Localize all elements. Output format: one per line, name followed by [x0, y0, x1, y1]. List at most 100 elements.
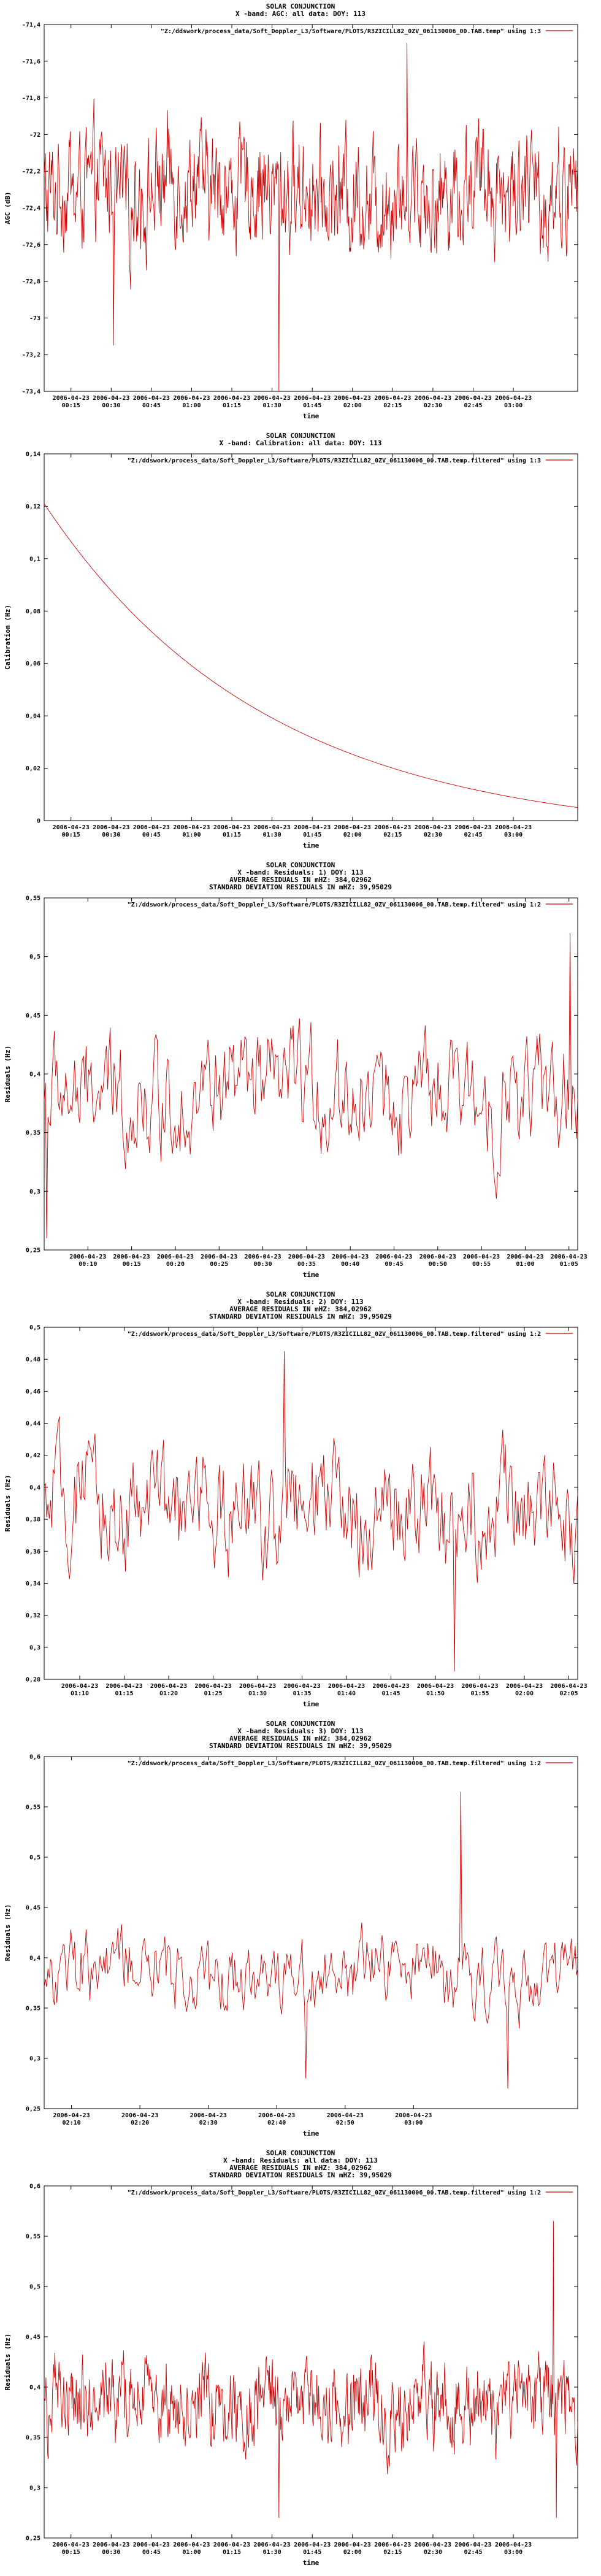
chart-6-title-line-2: X -band: Residuals: all data: DOY: 113: [223, 2156, 378, 2164]
chart-4-xtick-date: 2006-04-23: [194, 1683, 231, 1690]
chart-2-xtick-date: 2006-04-23: [93, 824, 129, 831]
chart-4-ytick-label: 0,32: [26, 1612, 40, 1619]
chart-5-ytick-label: 0,25: [26, 2106, 40, 2113]
chart-6-x-axis-label: time: [303, 2559, 320, 2567]
chart-4-xtick-date: 2006-04-23: [150, 1683, 187, 1690]
chart-2-xtick-time: 01:45: [303, 832, 321, 838]
chart-4-ytick-label: 0,48: [26, 1357, 40, 1363]
chart-2-xtick-date: 2006-04-23: [133, 824, 170, 831]
chart-2-xtick-date: 2006-04-23: [454, 824, 491, 831]
chart-3-title-line-3: AVERAGE RESIDUALS IN mHZ: 384,02962: [229, 876, 372, 884]
chart-1-xtick-time: 03:00: [504, 402, 523, 409]
chart-6-xtick-time: 03:00: [504, 2549, 523, 2556]
chart-2-ytick-label: 0,02: [26, 765, 40, 772]
chart-3-title-line-4: STANDARD DEVIATION RESIDUALS IN mHZ: 39,…: [209, 883, 392, 891]
chart-3-xtick-time: 00:30: [254, 1261, 272, 1268]
chart-3-xtick-date: 2006-04-23: [507, 1254, 543, 1260]
chart-6-ytick-label: 0,4: [29, 2385, 40, 2391]
chart-4-xtick-date: 2006-04-23: [283, 1683, 320, 1690]
chart-4-y-axis-label: Residuals (Hz): [4, 1475, 12, 1532]
chart-1-ytick-label: -72,6: [22, 242, 40, 248]
chart-4-xtick-time: 01:10: [71, 1690, 89, 1697]
chart-3-xtick-date: 2006-04-23: [463, 1254, 500, 1260]
chart-2-y-axis-label: Calibration (Hz): [4, 605, 12, 670]
chart-1-xtick-time: 00:15: [62, 402, 80, 409]
chart-1-ytick-label: -71,4: [22, 22, 40, 29]
chart-3-xtick-time: 00:45: [385, 1261, 403, 1268]
chart-6-xtick-time: 00:30: [102, 2549, 120, 2556]
chart-2-xtick-time: 02:15: [383, 832, 402, 838]
chart-6-title-line-3: AVERAGE RESIDUALS IN mHZ: 384,02962: [229, 2164, 372, 2172]
chart-1-ytick-label: -71,8: [22, 95, 40, 102]
chart-6-ytick-label: 0,45: [26, 2334, 40, 2341]
chart-5-x-axis-label: time: [303, 2129, 320, 2137]
chart-2-title-line-1: SOLAR CONJUNCTION: [266, 432, 335, 440]
chart-4-xtick-time: 01:25: [204, 1690, 222, 1697]
chart-6-xtick-date: 2006-04-23: [294, 2542, 331, 2548]
chart-3-xtick-time: 00:50: [429, 1261, 447, 1268]
chart-4-xtick-date: 2006-04-23: [461, 1683, 498, 1690]
chart-6-xtick-time: 01:45: [303, 2549, 321, 2556]
chart-2-xtick-time: 00:30: [102, 832, 120, 838]
chart-5-ytick-label: 0,35: [26, 2006, 40, 2012]
chart-2-xtick-time: 00:45: [142, 832, 161, 838]
chart-4-legend-label: "Z:/ddswork/process_data/Soft_Doppler_L3…: [128, 1330, 541, 1338]
chart-1-xtick-date: 2006-04-23: [213, 395, 250, 402]
chart-2-xtick-date: 2006-04-23: [374, 824, 411, 831]
chart-6-plot-frame: [44, 2185, 578, 2539]
chart-4-ytick-label: 0,5: [29, 1325, 40, 1332]
chart-2-xtick-time: 01:00: [182, 832, 201, 838]
chart-1-ytick-label: -72,2: [22, 169, 40, 175]
chart-5-xtick-date: 2006-04-23: [190, 2112, 227, 2119]
chart-3-ytick-label: 0,3: [29, 1189, 40, 1195]
chart-4-xtick-time: 01:55: [470, 1690, 489, 1697]
chart-3-xtick-date: 2006-04-23: [288, 1254, 325, 1260]
chart-2-ytick-label: 0,06: [26, 661, 40, 667]
chart-4-ytick-label: 0,3: [29, 1644, 40, 1651]
chart-5-title-line-3: AVERAGE RESIDUALS IN mHZ: 384,02962: [229, 1735, 372, 1742]
chart-6-xtick-date: 2006-04-23: [53, 2542, 90, 2548]
chart-5-xtick-time: 02:10: [63, 2120, 81, 2126]
chart-4-xtick-time: 01:15: [115, 1690, 133, 1697]
chart-6-title-line-1: SOLAR CONJUNCTION: [266, 2149, 335, 2157]
chart-3-xtick-date: 2006-04-23: [157, 1254, 194, 1260]
chart-4-xtick-date: 2006-04-23: [417, 1683, 454, 1690]
chart-3-xtick-date: 2006-04-23: [375, 1254, 412, 1260]
chart-3-xtick-date: 2006-04-23: [332, 1254, 369, 1260]
chart-4-xtick-date: 2006-04-23: [328, 1683, 365, 1690]
chart-2-ytick-label: 0,1: [29, 556, 40, 562]
chart-4-xtick-time: 01:45: [381, 1690, 400, 1697]
chart-1-ytick-label: -72,8: [22, 278, 40, 285]
chart-5-xtick-date: 2006-04-23: [395, 2112, 432, 2119]
chart-6-xtick-date: 2006-04-23: [213, 2542, 250, 2548]
chart-5-xtick-time: 02:40: [267, 2120, 286, 2126]
chart-5-ytick-label: 0,3: [29, 2056, 40, 2063]
chart-4-xtick-time: 01:40: [337, 1690, 356, 1697]
chart-2-xtick-time: 02:00: [343, 832, 362, 838]
chart-5-title-line-1: SOLAR CONJUNCTION: [266, 1720, 335, 1728]
chart-1-xtick-time: 01:00: [182, 402, 201, 409]
chart-3-xtick-time: 00:25: [210, 1261, 228, 1268]
chart-3-ytick-label: 0,55: [26, 895, 40, 902]
chart-3-xtick-date: 2006-04-23: [69, 1254, 106, 1260]
chart-2-xtick-time: 03:00: [504, 832, 523, 838]
chart-2-ytick-label: 0: [37, 818, 40, 825]
chart-6-xtick-date: 2006-04-23: [93, 2542, 129, 2548]
chart-5-legend-label: "Z:/ddswork/process_data/Soft_Doppler_L3…: [128, 1760, 541, 1767]
chart-1-ytick-label: -72: [29, 132, 40, 139]
chart-2-xtick-date: 2006-04-23: [294, 824, 331, 831]
chart-4-xtick-time: 02:05: [559, 1690, 578, 1697]
chart-4-xtick-time: 01:35: [293, 1690, 311, 1697]
chart-6-ytick-label: 0,6: [29, 2183, 40, 2190]
chart-2-xtick-time: 00:15: [62, 832, 80, 838]
chart-2-ytick-label: 0,04: [26, 713, 40, 720]
chart-6-xtick-time: 02:45: [464, 2549, 482, 2556]
chart-4-series-line: [44, 1351, 578, 1672]
chart-5-xtick-time: 02:50: [336, 2120, 354, 2126]
chart-4-xtick-date: 2006-04-23: [105, 1683, 142, 1690]
chart-4-title-line-3: AVERAGE RESIDUALS IN mHZ: 384,02962: [229, 1305, 372, 1313]
